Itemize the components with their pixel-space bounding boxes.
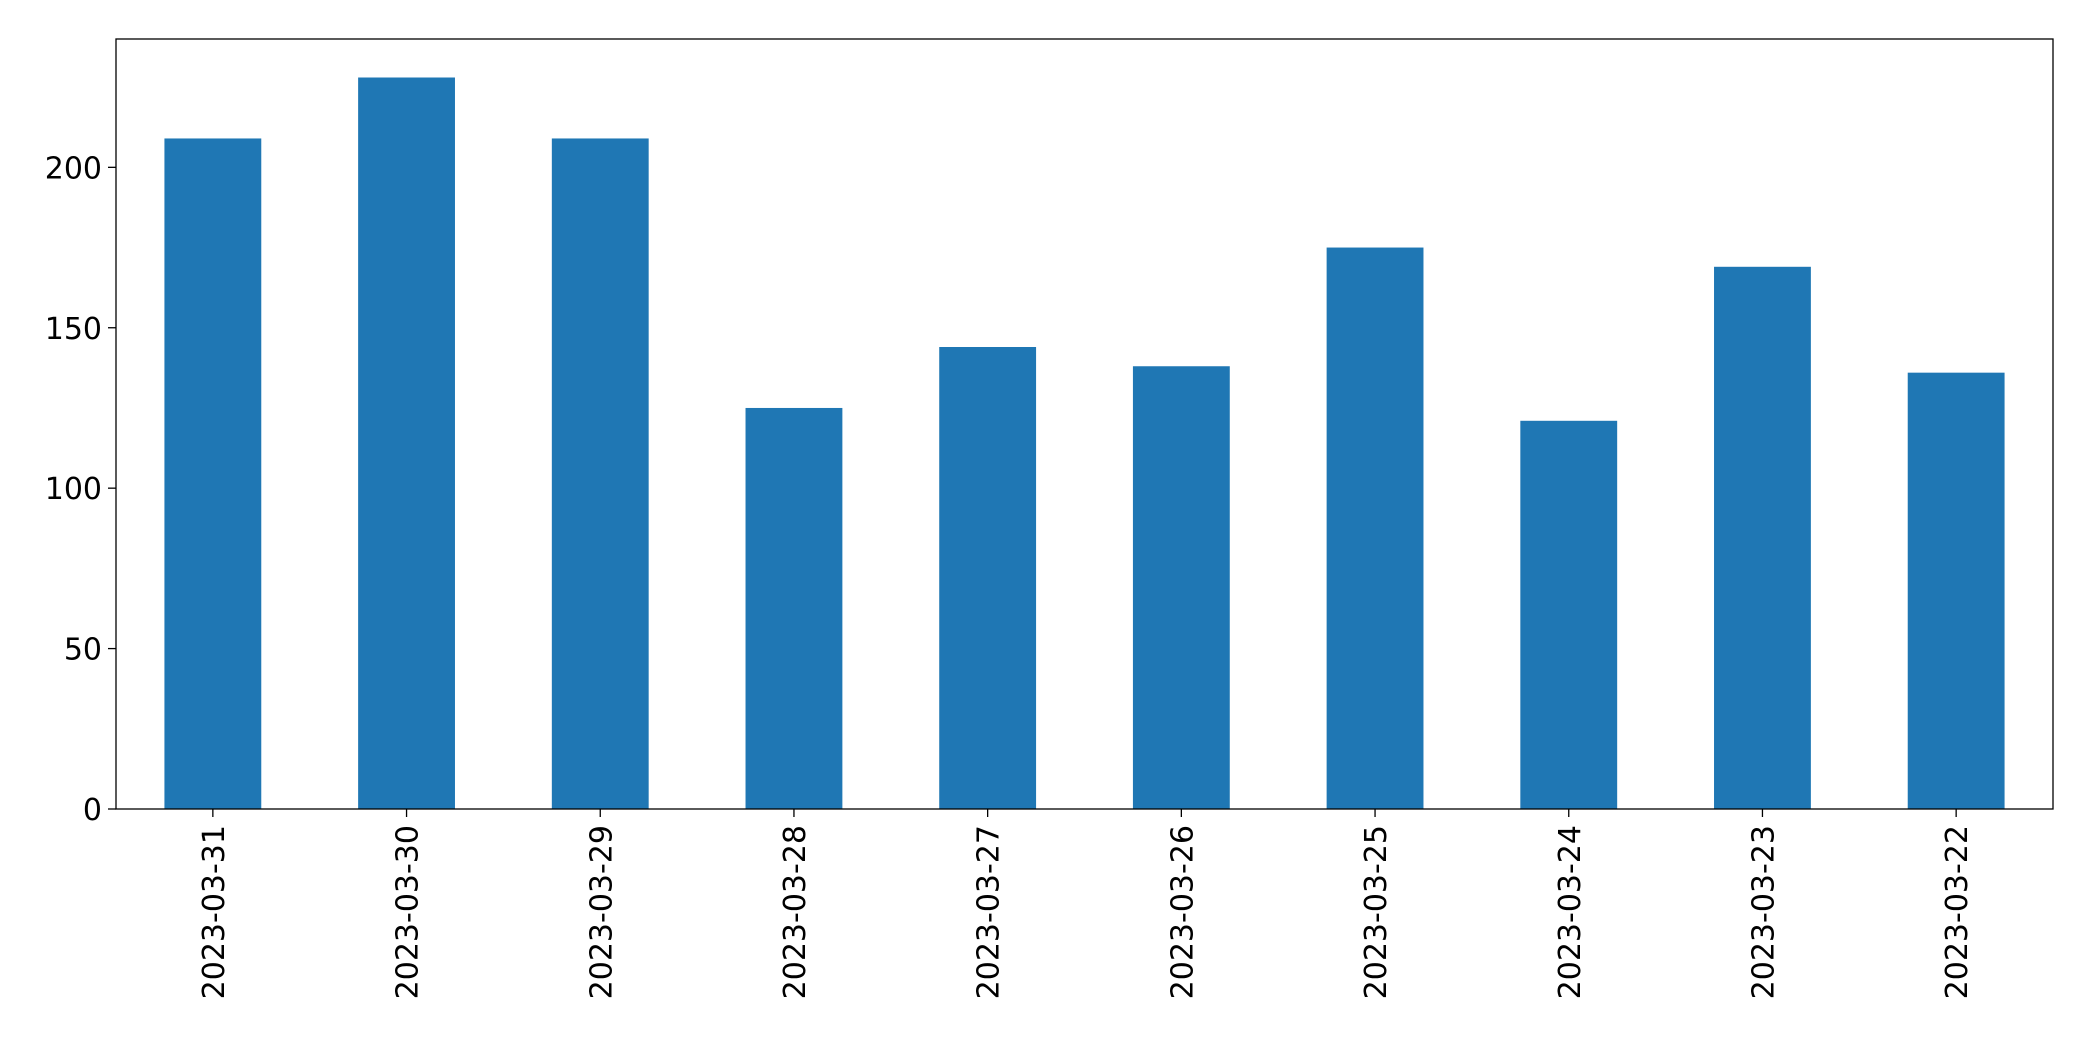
x-tick-label: 2023-03-30 — [391, 825, 426, 999]
x-tick-label: 2023-03-23 — [1746, 825, 1781, 999]
bar — [551, 138, 649, 810]
x-tick-label: 2023-03-29 — [584, 825, 619, 999]
y-tick-label: 200 — [45, 151, 102, 186]
bar — [1520, 420, 1618, 809]
y-tick-label: 150 — [45, 312, 102, 347]
x-tick-label: 2023-03-24 — [1553, 825, 1588, 999]
x-tick-label: 2023-03-28 — [778, 825, 813, 999]
bar — [1714, 266, 1811, 810]
bar — [1907, 372, 2005, 809]
bar — [745, 407, 843, 809]
x-tick-label: 2023-03-22 — [1940, 825, 1975, 999]
plot-frame — [115, 38, 2054, 810]
y-tick-label: 50 — [64, 633, 102, 668]
x-tick-label: 2023-03-26 — [1165, 825, 1200, 999]
x-tick-label: 2023-03-25 — [1359, 825, 1394, 999]
bar — [1132, 366, 1230, 809]
bar — [1326, 247, 1424, 809]
x-tick-label: 2023-03-27 — [972, 825, 1007, 999]
x-tick-label: 2023-03-31 — [197, 825, 232, 999]
bar — [939, 347, 1037, 809]
y-tick-label: 0 — [83, 793, 102, 828]
y-tick-label: 100 — [45, 472, 102, 507]
bar — [358, 77, 455, 809]
bar — [164, 138, 262, 810]
